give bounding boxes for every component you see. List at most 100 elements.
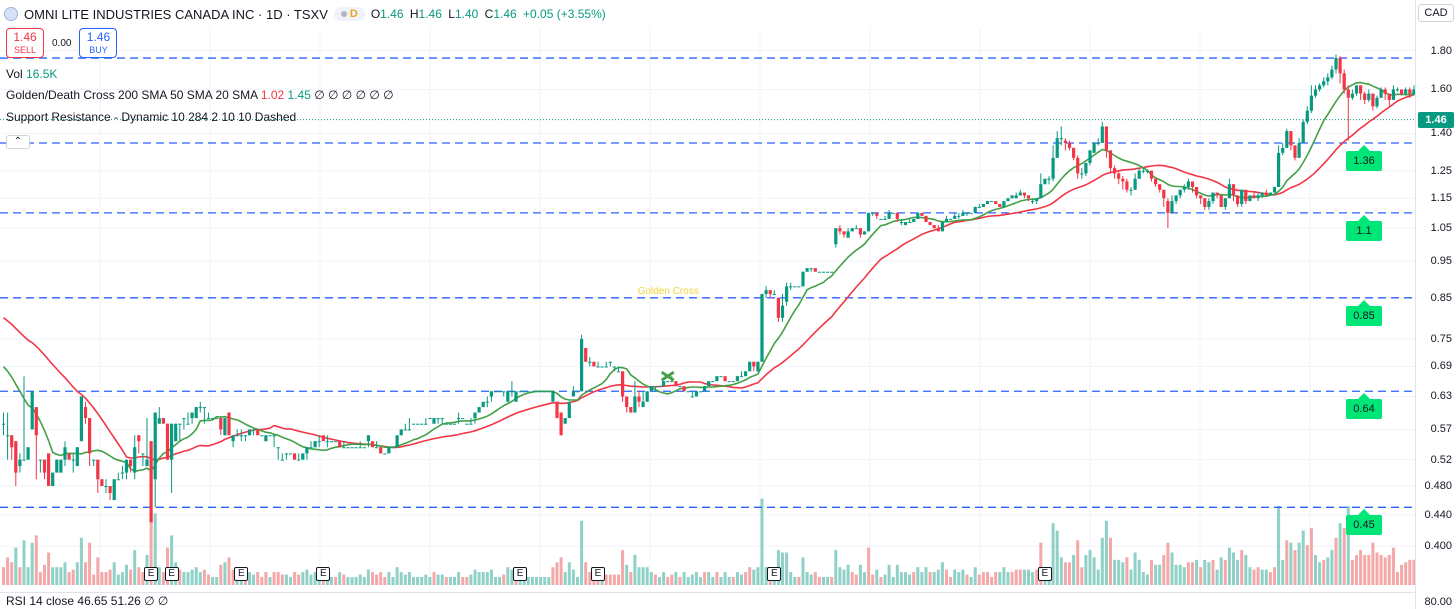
volume-bar [223,562,227,585]
rsi-label: RSI 14 close [6,594,75,608]
volume-bar [584,562,588,585]
candle-body [727,381,731,383]
candle-body [1342,73,1346,90]
candle-body [1092,142,1096,153]
earnings-marker[interactable]: E [144,567,159,581]
volume-bar [1018,569,1022,585]
candle-body [584,347,588,362]
candle-body [211,418,215,420]
volume-bar [1166,542,1170,585]
volume-bar [887,564,891,585]
earnings-marker[interactable]: E [591,567,605,581]
volume-bar [1309,528,1313,585]
volume-bar [826,577,830,585]
candle-body [1084,162,1088,174]
volume-bar [194,567,198,585]
earnings-marker[interactable]: E [513,567,528,581]
candle-body [1195,186,1199,196]
candle-body [75,447,79,467]
price-scale[interactable]: CAD 80.00 1.80 1.60 1.40 1.25 1.15 1.05 0.95 0.… [1415,0,1456,609]
collapse-legend-button[interactable]: ⌃ [6,135,30,149]
volume-bar [781,552,784,585]
candle-body [1318,85,1322,90]
candle-body [223,418,227,436]
candle-body [51,472,55,487]
earnings-marker[interactable]: E [234,567,249,581]
volume-legend[interactable]: Vol 16.5K [6,67,57,81]
volume-bar [932,572,936,585]
volume-bar [1195,559,1199,585]
candle-body [633,396,637,413]
candle-body [838,228,842,232]
volume-bar [399,572,403,585]
ohlc-open-key: O [370,7,381,21]
candle-body [420,423,424,425]
earnings-marker[interactable]: E [767,567,782,581]
earnings-marker[interactable]: E [1037,567,1052,581]
volume-bar [477,572,481,585]
chart-canvas[interactable] [0,0,1415,592]
volume-bar [961,569,965,585]
price-tick-label: 1.40 [1430,127,1452,140]
volume-bar [51,567,55,585]
volume-bar [1096,569,1100,585]
golden-death-cross-legend[interactable]: Golden/Death Cross 200 SMA 50 SMA 20 SMA… [6,88,394,102]
volume-bar [297,574,301,585]
volume-bar [530,577,534,585]
volume-bar [817,577,821,585]
candle-body [1137,170,1141,179]
volume-bar [444,577,448,585]
candle-body [510,391,514,393]
volume-bar [1125,557,1129,585]
volume-bar [1240,550,1244,585]
sell-button[interactable]: 1.46 SELL [6,28,44,58]
volume-bar [805,572,809,585]
volume-bar [198,572,202,585]
volume-bar [55,567,59,585]
volume-bar [116,574,120,585]
candle-body [334,441,338,443]
rsi-legend[interactable]: RSI 14 close 46.65 51.26 ∅ ∅ [6,594,168,608]
volume-bar [1215,569,1219,585]
candle-body [895,212,899,219]
candle-body [592,361,596,367]
candle-body [153,412,157,480]
candle-body [305,447,309,454]
candle-body [600,366,604,368]
earnings-marker[interactable]: E [164,567,179,581]
candle-body [1359,85,1363,94]
volume-bar [1305,545,1309,585]
volume-bar [1285,540,1289,585]
buy-button[interactable]: 1.46 BUY [79,28,118,58]
candle-body [88,418,92,454]
rsi-pane-separator[interactable] [0,592,1415,593]
earnings-marker[interactable]: E [316,567,331,581]
volume-bar [809,574,813,585]
currency-selector[interactable]: CAD [1418,4,1454,22]
volume-bar [1137,559,1141,585]
candle-body [473,412,477,419]
volume-bar [645,567,649,585]
candle-body [686,391,690,393]
volume-bar [744,572,748,585]
support-resistance-legend[interactable]: Support Resistance - Dynamic 10 284 2 10… [6,110,296,124]
price-chart[interactable]: Golden Cross 1.36 1.1 0.85 0.64 0.45 E E E E E E E E [0,0,1415,592]
candle-body [543,391,547,393]
candle-body [682,386,686,392]
vol-label: Vol [6,67,23,81]
candle-body [666,381,670,383]
symbol-title[interactable]: OMNI LITE INDUSTRIES CANADA INC · 1D · T… [24,6,328,22]
market-status-badge[interactable]: D [333,7,365,21]
volume-bar [649,572,653,585]
volume-bar [215,577,219,585]
candle-body [789,286,793,288]
volume-bar [38,572,42,585]
candle-body [908,221,912,223]
volume-bar [793,577,797,585]
candle-body [174,423,178,442]
volume-bar [801,557,805,585]
candle-body [83,407,88,419]
volume-bar [740,574,743,585]
volume-bar [1117,559,1121,585]
candle-body [821,271,826,273]
